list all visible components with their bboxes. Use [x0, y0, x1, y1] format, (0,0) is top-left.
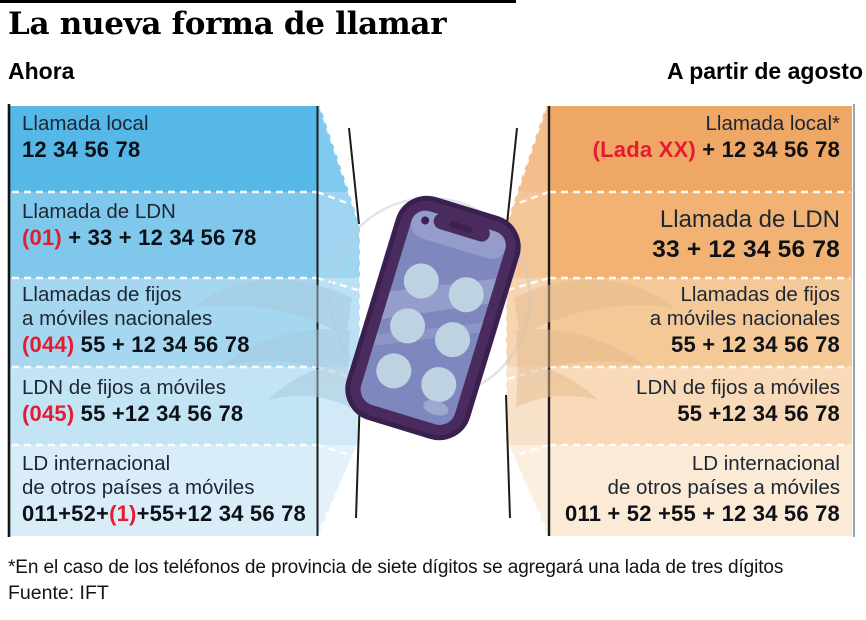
- row-number: 55 + 12 34 56 78: [520, 331, 840, 358]
- row-left-4: LD internacional de otros países a móvile…: [22, 452, 312, 527]
- row-right-2: Llamadas de fijos a móviles nacionales 55 …: [520, 283, 840, 358]
- dial-digits: 33 + 12 34 56 78: [652, 236, 840, 263]
- row-number: (044) 55 + 12 34 56 78: [22, 331, 312, 358]
- dial-digits: +55+12 34 56 78: [136, 501, 306, 526]
- footnote: *En el caso de los teléfonos de provinci…: [8, 557, 784, 578]
- row-number: 011+52+(1)+55+12 34 56 78: [22, 500, 312, 527]
- dial-digits: 55 + 12 34 56 78: [74, 332, 250, 357]
- dial-digits: 12 34 56 78: [22, 137, 141, 162]
- row-right-3: LDN de fijos a móviles 55 +12 34 56 78: [520, 376, 840, 427]
- smartphone-icon: [345, 195, 521, 441]
- row-number: 011 + 52 +55 + 12 34 56 78: [520, 500, 840, 527]
- row-label: Llamada de LDN: [22, 200, 176, 223]
- band-left-3: [10, 367, 360, 445]
- row-number: (045) 55 +12 34 56 78: [22, 400, 312, 427]
- row-number: 12 34 56 78: [22, 136, 312, 163]
- band-left-4: [10, 445, 357, 536]
- row-label: Llamada local*: [705, 112, 840, 135]
- band-left-1: [10, 192, 360, 278]
- row-label: Llamadas de fijos: [680, 283, 840, 306]
- dial-prefix-red: (1): [109, 501, 137, 526]
- dial-digits: 011 + 52 +55 + 12 34 56 78: [565, 501, 840, 526]
- row-left-2: Llamadas de fijos a móviles nacionales (04…: [22, 283, 312, 358]
- row-right-0: Llamada local* (Lada XX) + 12 34 56 78: [520, 112, 840, 163]
- dial-digits: + 12 34 56 78: [695, 137, 840, 162]
- dial-digits: 011+52+: [22, 501, 110, 526]
- row-label: de otros países a móviles: [22, 476, 255, 499]
- row-label: a móviles nacionales: [649, 307, 840, 330]
- row-label: LD internacional: [691, 452, 840, 475]
- dial-prefix-red: (044): [22, 332, 75, 357]
- panel-right: [506, 106, 852, 536]
- row-label: LDN de fijos a móviles: [636, 376, 840, 399]
- dial-digits: 55 +12 34 56 78: [677, 401, 840, 426]
- row-label: Llamada de LDN: [659, 206, 840, 233]
- top-rule: [0, 0, 516, 3]
- dial-dots: [376, 263, 484, 403]
- row-label: Llamada local: [22, 112, 149, 135]
- row-number: (01) + 33 + 12 34 56 78: [22, 224, 312, 251]
- row-left-3: LDN de fijos a móviles (045) 55 +12 34 56…: [22, 376, 312, 427]
- wing-left-icon: [192, 279, 352, 408]
- page-title: La nueva forma de llamar: [8, 6, 447, 42]
- band-right-3: [506, 367, 852, 445]
- column-header-now: Ahora: [8, 58, 75, 84]
- band-right-0: [517, 106, 852, 192]
- row-label: Llamadas de fijos: [22, 283, 182, 306]
- row-label: a móviles nacionales: [22, 307, 213, 330]
- dial-digits: 55 +12 34 56 78: [74, 401, 244, 426]
- row-right-4: LD internacional de otros países a móvile…: [520, 452, 840, 527]
- row-label: LD internacional: [22, 452, 171, 475]
- source-credit: Fuente: IFT: [8, 582, 109, 604]
- wing-right-icon: [514, 279, 674, 408]
- band-right-4: [509, 445, 852, 536]
- row-separators: [12, 106, 850, 535]
- row-number: (Lada XX) + 12 34 56 78: [520, 136, 840, 163]
- band-right-1: [506, 192, 852, 278]
- row-label: LDN de fijos a móviles: [22, 376, 226, 399]
- dial-prefix-red: (01): [22, 225, 62, 250]
- row-label: de otros países a móviles: [607, 476, 840, 499]
- dial-digits: + 33 + 12 34 56 78: [61, 225, 257, 250]
- row-number: 33 + 12 34 56 78: [520, 234, 840, 265]
- row-number: 55 +12 34 56 78: [520, 400, 840, 427]
- row-left-0: Llamada local 12 34 56 78: [22, 112, 312, 163]
- band-left-0: [10, 106, 349, 192]
- dial-prefix-red: (045): [22, 401, 75, 426]
- column-header-august: A partir de agosto: [667, 58, 863, 84]
- dial-digits: 55 + 12 34 56 78: [671, 332, 840, 357]
- row-left-1: Llamada de LDN (01) + 33 + 12 34 56 78: [22, 200, 312, 251]
- row-right-1: Llamada de LDN 33 + 12 34 56 78: [520, 206, 840, 265]
- dial-prefix-red: (Lada XX): [592, 137, 696, 162]
